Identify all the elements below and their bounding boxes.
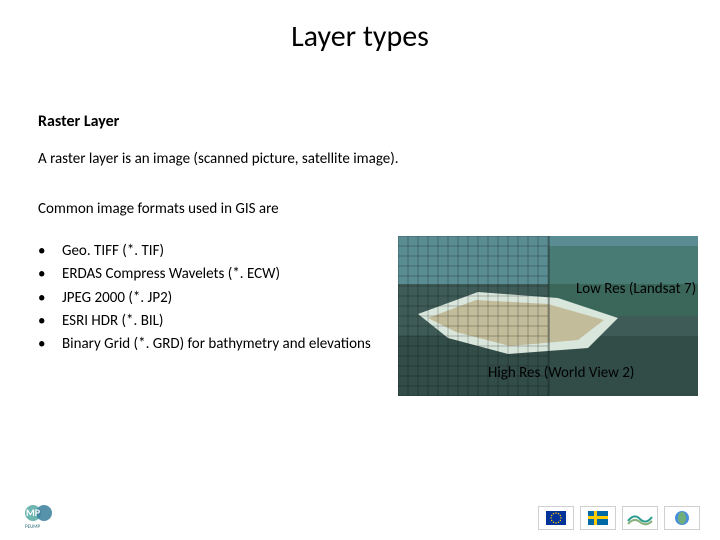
list-item: JPEG 2000 (*. JP2) [38, 287, 378, 310]
list-item: ERDAS Compress Wavelets (*. ECW) [38, 263, 378, 286]
footer-logo-wave [622, 506, 658, 530]
list-item: Geo. TIFF (*. TIF) [38, 240, 378, 263]
label-low-res: Low Res (Landsat 7) [576, 280, 696, 298]
svg-text:PEUMP: PEUMP [25, 524, 41, 530]
paragraph-formats-intro: Common image formats used in GIS are [38, 200, 279, 218]
footer-logo-globe [664, 506, 700, 530]
footer-logo-se [580, 506, 616, 530]
format-bullet-list: Geo. TIFF (*. TIF) ERDAS Compress Wavele… [38, 240, 378, 356]
svg-text:MP: MP [26, 506, 41, 519]
footer-right-logos [538, 506, 700, 530]
footer-logo-eu [538, 506, 574, 530]
paragraph-definition: A raster layer is an image (scanned pict… [38, 150, 399, 168]
footer-left-logo: MP PEUMP [22, 502, 60, 530]
list-item: Binary Grid (*. GRD) for bathymetry and … [38, 333, 378, 356]
list-item: ESRI HDR (*. BIL) [38, 310, 378, 333]
subheading-raster-layer: Raster Layer [38, 112, 119, 131]
mp-logo-icon: MP PEUMP [22, 502, 60, 530]
slide-title: Layer types [0, 18, 720, 55]
label-high-res: High Res (World View 2) [488, 364, 634, 382]
